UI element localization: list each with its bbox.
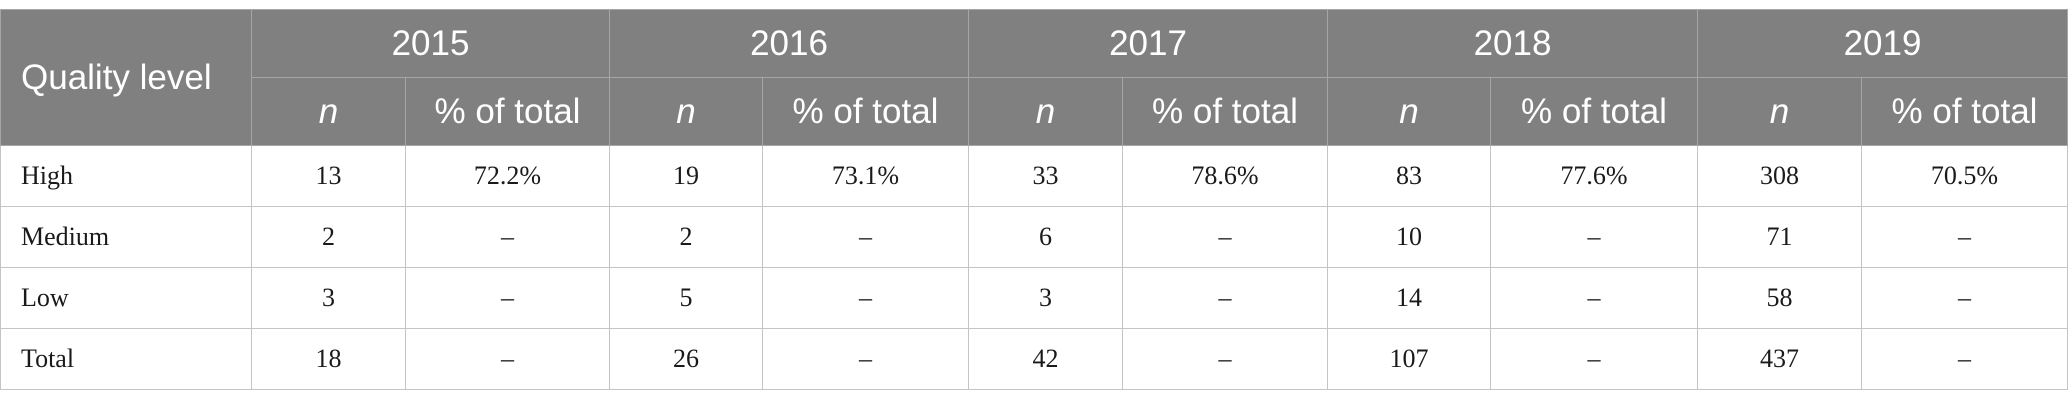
body-row: High 13 72.2% 19 73.1% 33 78.6% 83 77.6% 308 70.5%	[0, 145, 2068, 207]
cell: –	[1861, 206, 2068, 268]
row-label: High	[0, 145, 252, 207]
cell: –	[1490, 206, 1698, 268]
cell: –	[762, 206, 969, 268]
cell: 33	[968, 145, 1123, 207]
cell: –	[1861, 267, 2068, 329]
row-label: Medium	[0, 206, 252, 268]
row-label: Total	[0, 328, 252, 390]
pct-header: % of total	[1861, 77, 2068, 146]
cell: 10	[1327, 206, 1491, 268]
body-row: Medium 2–2–6–10–71–	[0, 206, 2068, 268]
cell: –	[405, 328, 610, 390]
cell: –	[405, 267, 610, 329]
cell: 71	[1697, 206, 1862, 268]
cell: 6	[968, 206, 1123, 268]
header-row: Quality level 2015 2016 2017 2018 2019	[0, 9, 2068, 146]
cell: 77.6%	[1490, 145, 1698, 207]
cell: 437	[1697, 328, 1862, 390]
cell: –	[1122, 328, 1328, 390]
cell: –	[1490, 328, 1698, 390]
cell: 3	[251, 267, 406, 329]
cell: –	[762, 328, 969, 390]
cell: –	[1122, 206, 1328, 268]
data-table: Quality level 2015 2016 2017 2018 2019 n% of t…	[0, 9, 2068, 390]
cell: 3	[968, 267, 1123, 329]
n-header: n	[251, 77, 406, 146]
n-header: n	[1697, 77, 1862, 146]
cell: 107	[1327, 328, 1491, 390]
pct-header: % of total	[405, 77, 610, 146]
year-header: 2018	[1327, 9, 1698, 78]
cell: 14	[1327, 267, 1491, 329]
year-header: 2016	[609, 9, 969, 78]
cell: 26	[609, 328, 763, 390]
table-wrap: Quality level 2015 2016 2017 2018 2019 n% of t…	[0, 9, 2068, 390]
n-header: n	[968, 77, 1123, 146]
cell: –	[405, 206, 610, 268]
cell: 5	[609, 267, 763, 329]
cell: 18	[251, 328, 406, 390]
cell: –	[762, 267, 969, 329]
n-header: n	[609, 77, 763, 146]
cell: 73.1%	[762, 145, 969, 207]
cell: 58	[1697, 267, 1862, 329]
cell: 83	[1327, 145, 1491, 207]
cell: 72.2%	[405, 145, 610, 207]
pct-header: % of total	[1122, 77, 1328, 146]
pct-header: % of total	[1490, 77, 1698, 146]
n-header: n	[1327, 77, 1491, 146]
cell: –	[1490, 267, 1698, 329]
subheader-row: n% of total n% of total n% of total n% of t…	[1, 77, 2068, 146]
body-row: Low 3–5–3–14–58–	[0, 267, 2068, 329]
cell: 78.6%	[1122, 145, 1328, 207]
cell: –	[1861, 328, 2068, 390]
cell: 13	[251, 145, 406, 207]
cell: 2	[609, 206, 763, 268]
cell: 2	[251, 206, 406, 268]
cell: –	[1122, 267, 1328, 329]
year-header: 2019	[1697, 9, 2068, 78]
cell: 70.5%	[1861, 145, 2068, 207]
corner-header: Quality level	[0, 9, 252, 146]
year-header: 2015	[251, 9, 610, 78]
cell: 19	[609, 145, 763, 207]
pct-header: % of total	[762, 77, 969, 146]
year-header: 2017	[968, 9, 1328, 78]
row-label: Low	[0, 267, 252, 329]
cell: 42	[968, 328, 1123, 390]
body-row: Total 18–26–42–107–437–	[0, 328, 2068, 390]
cell: 308	[1697, 145, 1862, 207]
